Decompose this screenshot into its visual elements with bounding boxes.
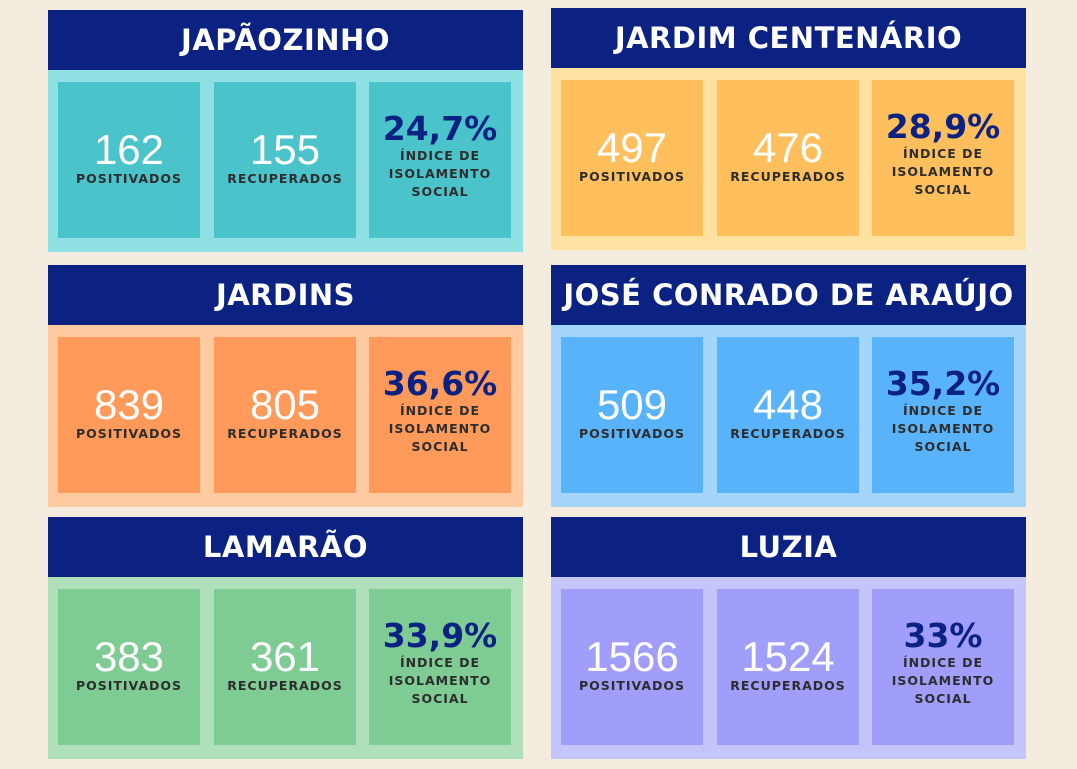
positivados-value: 509 <box>596 381 668 428</box>
isolamento-value: 36,6% <box>382 364 498 403</box>
isolamento-value: 28,9% <box>885 107 1001 146</box>
recuperados-label: RECUPERADOS <box>730 678 846 693</box>
isolamento-label: ÍNDICE DE ISOLAMENTO SOCIAL <box>891 146 995 197</box>
positivados-box: 383 POSITIVADOS <box>58 589 200 745</box>
recuperados-label: RECUPERADOS <box>227 678 343 693</box>
panel-title: JARDIM CENTENÁRIO <box>551 8 1026 68</box>
isolamento-value: 33,9% <box>382 616 498 655</box>
panel-luzia: LUZIA 1566 POSITIVADOS 1524 RECUPERADOS … <box>551 517 1026 759</box>
recuperados-label: RECUPERADOS <box>730 426 846 441</box>
recuperados-box: 1524 RECUPERADOS <box>717 589 859 745</box>
panel-jardim-centenario: JARDIM CENTENÁRIO 497 POSITIVADOS 476 RE… <box>551 8 1026 250</box>
panel-body: 497 POSITIVADOS 476 RECUPERADOS 28,9% ÍN… <box>551 68 1026 250</box>
positivados-label: POSITIVADOS <box>75 171 183 186</box>
isolamento-box: 28,9% ÍNDICE DE ISOLAMENTO SOCIAL <box>872 80 1014 236</box>
isolamento-box: 36,6% ÍNDICE DE ISOLAMENTO SOCIAL <box>369 337 511 493</box>
positivados-value: 839 <box>93 381 165 428</box>
panel-body: 383 POSITIVADOS 361 RECUPERADOS 33,9% ÍN… <box>48 577 523 759</box>
positivados-label: POSITIVADOS <box>578 169 686 184</box>
recuperados-value: 1524 <box>741 633 835 680</box>
isolamento-value: 24,7% <box>382 109 498 148</box>
recuperados-box: 361 RECUPERADOS <box>214 589 356 745</box>
panel-body: 162 POSITIVADOS 155 RECUPERADOS 24,7% ÍN… <box>48 70 523 252</box>
positivados-label: POSITIVADOS <box>75 678 183 693</box>
positivados-value: 162 <box>93 126 165 173</box>
positivados-box: 839 POSITIVADOS <box>58 337 200 493</box>
positivados-value: 497 <box>596 124 668 171</box>
isolamento-label: ÍNDICE DE ISOLAMENTO SOCIAL <box>388 403 492 454</box>
positivados-box: 1566 POSITIVADOS <box>561 589 703 745</box>
positivados-label: POSITIVADOS <box>75 426 183 441</box>
recuperados-label: RECUPERADOS <box>227 171 343 186</box>
recuperados-label: RECUPERADOS <box>227 426 343 441</box>
panel-title: LAMARÃO <box>48 517 523 577</box>
positivados-label: POSITIVADOS <box>578 426 686 441</box>
panel-body: 509 POSITIVADOS 448 RECUPERADOS 35,2% ÍN… <box>551 325 1026 507</box>
isolamento-box: 35,2% ÍNDICE DE ISOLAMENTO SOCIAL <box>872 337 1014 493</box>
recuperados-value: 476 <box>752 124 824 171</box>
isolamento-label: ÍNDICE DE ISOLAMENTO SOCIAL <box>388 655 492 706</box>
recuperados-value: 155 <box>249 126 321 173</box>
isolamento-box: 33,9% ÍNDICE DE ISOLAMENTO SOCIAL <box>369 589 511 745</box>
isolamento-box: 24,7% ÍNDICE DE ISOLAMENTO SOCIAL <box>369 82 511 238</box>
panel-title: LUZIA <box>551 517 1026 577</box>
panel-lamarao: LAMARÃO 383 POSITIVADOS 361 RECUPERADOS … <box>48 517 523 759</box>
recuperados-box: 155 RECUPERADOS <box>214 82 356 238</box>
recuperados-value: 361 <box>249 633 321 680</box>
positivados-value: 1566 <box>585 633 679 680</box>
recuperados-value: 448 <box>752 381 824 428</box>
recuperados-box: 476 RECUPERADOS <box>717 80 859 236</box>
recuperados-label: RECUPERADOS <box>730 169 846 184</box>
panel-body: 1566 POSITIVADOS 1524 RECUPERADOS 33% ÍN… <box>551 577 1026 759</box>
recuperados-box: 805 RECUPERADOS <box>214 337 356 493</box>
panel-japaozinho: JAPÃOZINHO 162 POSITIVADOS 155 RECUPERAD… <box>48 10 523 252</box>
panel-jose-conrado-de-araujo: JOSÉ CONRADO DE ARAÚJO 509 POSITIVADOS 4… <box>551 265 1026 507</box>
isolamento-value: 33% <box>903 616 983 655</box>
panel-body: 839 POSITIVADOS 805 RECUPERADOS 36,6% ÍN… <box>48 325 523 507</box>
recuperados-box: 448 RECUPERADOS <box>717 337 859 493</box>
panel-title: JARDINS <box>48 265 523 325</box>
panel-title: JOSÉ CONRADO DE ARAÚJO <box>551 265 1026 325</box>
panel-jardins: JARDINS 839 POSITIVADOS 805 RECUPERADOS … <box>48 265 523 507</box>
isolamento-label: ÍNDICE DE ISOLAMENTO SOCIAL <box>388 148 492 199</box>
positivados-value: 383 <box>93 633 165 680</box>
isolamento-box: 33% ÍNDICE DE ISOLAMENTO SOCIAL <box>872 589 1014 745</box>
positivados-label: POSITIVADOS <box>578 678 686 693</box>
isolamento-label: ÍNDICE DE ISOLAMENTO SOCIAL <box>891 403 995 454</box>
positivados-box: 497 POSITIVADOS <box>561 80 703 236</box>
positivados-box: 509 POSITIVADOS <box>561 337 703 493</box>
panel-title: JAPÃOZINHO <box>48 10 523 70</box>
positivados-box: 162 POSITIVADOS <box>58 82 200 238</box>
isolamento-value: 35,2% <box>885 364 1001 403</box>
isolamento-label: ÍNDICE DE ISOLAMENTO SOCIAL <box>891 655 995 706</box>
recuperados-value: 805 <box>249 381 321 428</box>
